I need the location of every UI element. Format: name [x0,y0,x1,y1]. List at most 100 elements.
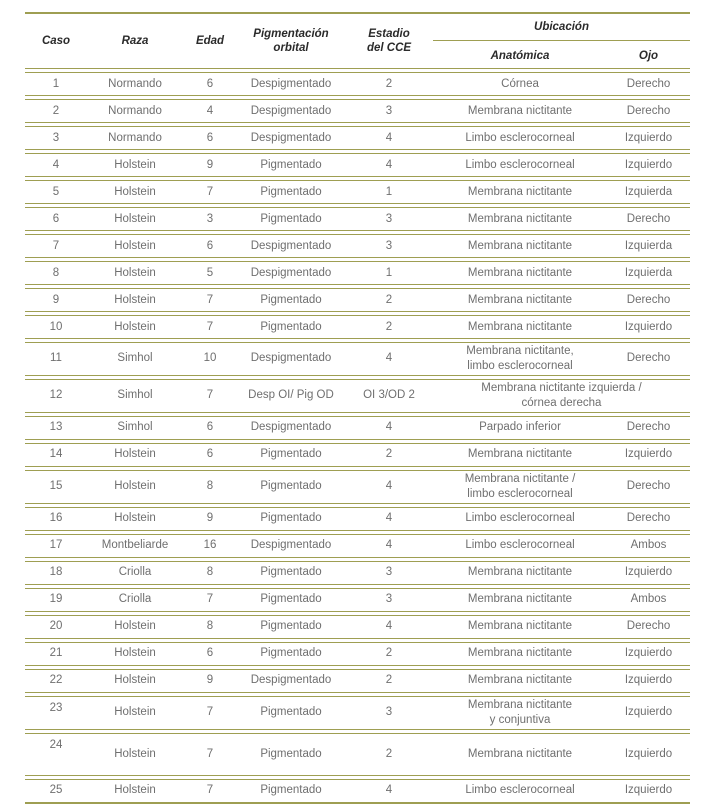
group-header-ubicacion: Ubicación [433,12,690,41]
cell-anatomica: Membrana nictitante [433,99,607,123]
cell-anatomica: Limbo esclerocorneal [433,778,607,804]
cell-raza: Montbeliarde [87,533,183,558]
cell-edad: 10 [183,342,237,376]
cell-estadio: 4 [345,342,433,376]
cell-raza: Normando [87,72,183,96]
column-header-estadio: Estadio del CCE [345,12,433,69]
cell-ojo: Izquierdo [607,560,690,585]
cell-pigmentacion: Pigmentado [237,587,345,612]
cell-estadio: 2 [345,315,433,339]
cell-pigmentacion: Despigmentado [237,261,345,285]
cell-pigmentacion: Despigmentado [237,72,345,96]
cell-ojo: Derecho [607,207,690,231]
cell-pigmentacion: Pigmentado [237,641,345,666]
cell-caso: 4 [25,153,87,177]
cell-estadio: 4 [345,778,433,804]
cell-anatomica: Membrana nictitante [433,442,607,467]
cell-caso: 1 [25,72,87,96]
table-row: 11 Simhol 10 Despigmentado 4 Membrana nictita… [25,342,690,376]
cell-estadio: 3 [345,234,433,258]
table-row: 4 Holstein 9 Pigmentado 4 Limbo esclerocornea… [25,153,690,177]
cell-pigmentacion: Despigmentado [237,533,345,558]
cell-caso: 25 [25,778,87,804]
cell-raza: Holstein [87,180,183,204]
cell-anatomica: Membrana nictitante [433,732,607,776]
cell-edad: 6 [183,415,237,440]
header-row-group: Caso Raza Edad Pigmentación orbital Esta… [25,12,690,69]
cell-anatomica: Membrana nictitante [433,315,607,339]
cell-pigmentacion: Despigmentado [237,668,345,693]
table-row: 21 Holstein 6 Pigmentado 2 Membrana nictitant… [25,641,690,666]
cell-caso: 16 [25,506,87,531]
cell-estadio: 4 [345,533,433,558]
cell-anatomica: Membrana nictitante [433,261,607,285]
cell-caso: 20 [25,614,87,639]
cell-ojo: Derecho [607,72,690,96]
cell-estadio: 1 [345,261,433,285]
cell-edad: 7 [183,180,237,204]
cell-anatomica: Limbo esclerocorneal [433,126,607,150]
table-header: Caso Raza Edad Pigmentación orbital Esta… [25,12,690,69]
cell-caso: 11 [25,342,87,376]
cell-ojo: Derecho [607,415,690,440]
cell-raza: Holstein [87,153,183,177]
cell-ojo: Izquierda [607,180,690,204]
cell-anatomica: Membrana nictitante [433,668,607,693]
cell-caso: 19 [25,587,87,612]
table-row: 15 Holstein 8 Pigmentado 4 Membrana nictitant… [25,469,690,504]
cell-estadio: 2 [345,732,433,776]
cell-raza: Holstein [87,261,183,285]
cell-anatomica: Limbo esclerocorneal [433,153,607,177]
cell-anatomica: Membrana nictitante [433,288,607,312]
table-row: 6 Holstein 3 Pigmentado 3 Membrana nictitante… [25,207,690,231]
cell-estadio: 4 [345,469,433,504]
cell-anatomica: Membrana nictitante [433,641,607,666]
table-row: 16 Holstein 9 Pigmentado 4 Limbo esclerocorne… [25,506,690,531]
cell-estadio: 4 [345,126,433,150]
cell-estadio: 3 [345,560,433,585]
cell-estadio: 4 [345,153,433,177]
cell-pigmentacion: Despigmentado [237,99,345,123]
table-row: 20 Holstein 8 Pigmentado 4 Membrana nictitant… [25,614,690,639]
cell-edad: 8 [183,469,237,504]
cell-caso: 12 [25,378,87,413]
cell-pigmentacion: Pigmentado [237,207,345,231]
cell-edad: 6 [183,442,237,467]
cell-caso: 22 [25,668,87,693]
cell-anatomica: Membrana nictitante, limbo esclerocornea… [433,342,607,376]
cell-caso: 3 [25,126,87,150]
cell-estadio: 3 [345,695,433,730]
cell-caso: 9 [25,288,87,312]
cell-edad: 7 [183,732,237,776]
cell-anatomica: Membrana nictitante [433,234,607,258]
cell-anatomica: Membrana nictitante y conjuntiva [433,695,607,730]
cell-edad: 7 [183,288,237,312]
cell-estadio: 3 [345,207,433,231]
table-row: 10 Holstein 7 Pigmentado 2 Membrana nictitant… [25,315,690,339]
table-row: 8 Holstein 5 Despigmentado 1 Membrana nictita… [25,261,690,285]
table-row: 23 Holstein 7 Pigmentado 3 Membrana nictitant… [25,695,690,730]
table-row: 3 Normando 6 Despigmentado 4 Limbo esclerocor… [25,126,690,150]
cell-pigmentacion: Pigmentado [237,442,345,467]
cell-edad: 3 [183,207,237,231]
cell-caso: 7 [25,234,87,258]
cell-raza: Holstein [87,506,183,531]
cell-edad: 6 [183,72,237,96]
cell-estadio: 2 [345,288,433,312]
cell-estadio: 2 [345,668,433,693]
cell-raza: Simhol [87,342,183,376]
cell-ojo: Izquierdo [607,641,690,666]
cell-raza: Holstein [87,695,183,730]
cell-edad: 8 [183,614,237,639]
cell-ojo: Derecho [607,288,690,312]
cell-pigmentacion: Despigmentado [237,126,345,150]
cell-pigmentacion: Desp OI/ Pig OD [237,378,345,413]
cell-caso: 8 [25,261,87,285]
cell-raza: Normando [87,99,183,123]
cell-anatomica: Membrana nictitante [433,180,607,204]
cell-pigmentacion: Pigmentado [237,695,345,730]
cell-ojo: Izquierdo [607,778,690,804]
table-row: 18 Criolla 8 Pigmentado 3 Membrana nictitante… [25,560,690,585]
cell-caso: 10 [25,315,87,339]
cell-caso: 24 [25,732,87,776]
